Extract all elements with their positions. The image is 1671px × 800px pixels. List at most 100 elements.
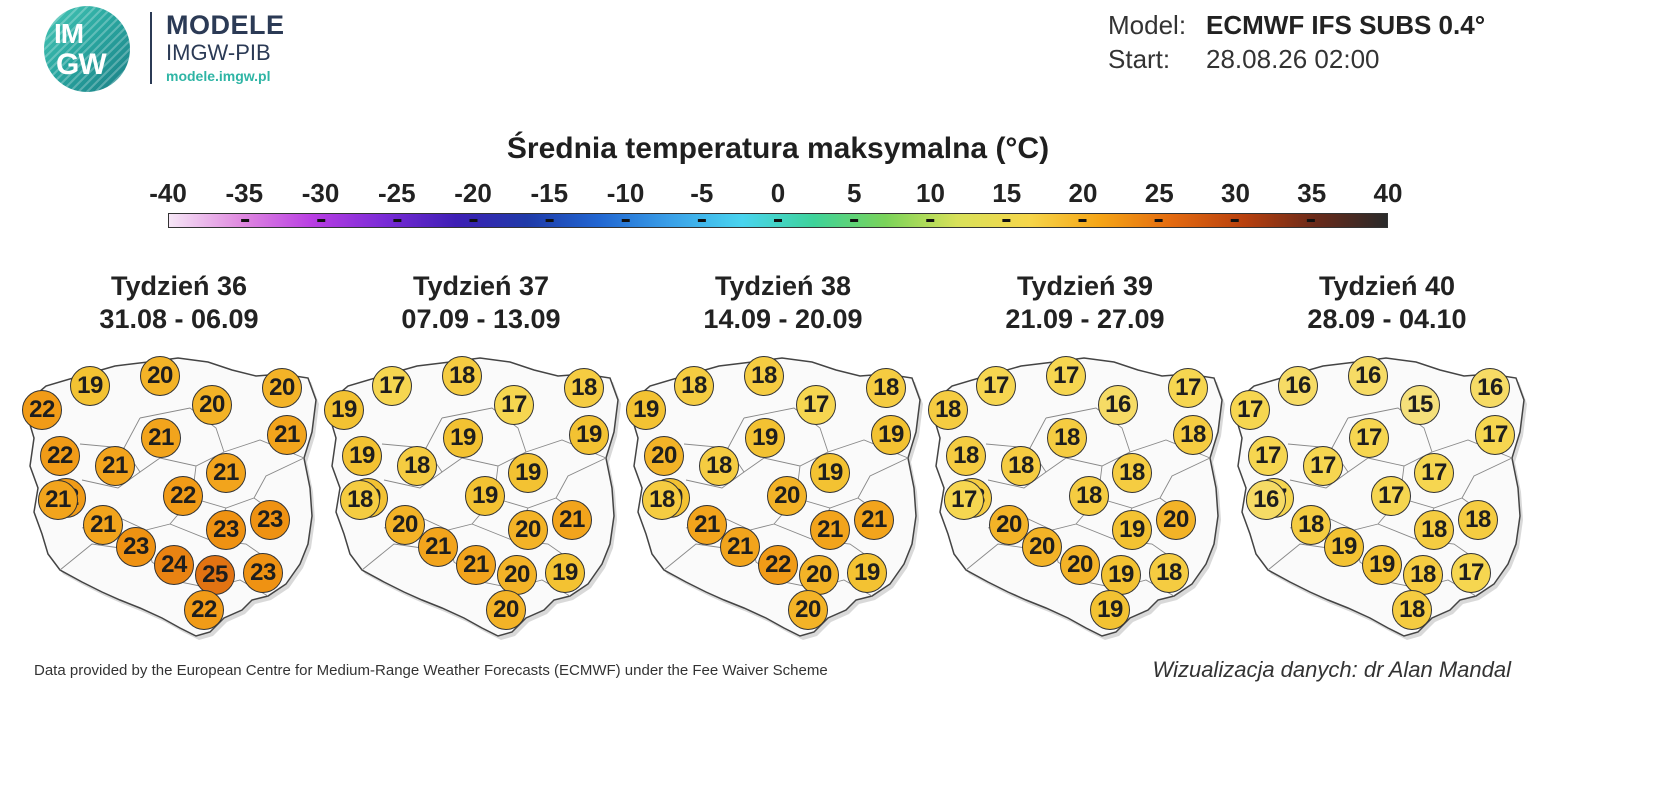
temperature-value: 21 bbox=[456, 545, 496, 585]
scale-tick-label: -40 bbox=[149, 178, 187, 208]
temperature-value: 24 bbox=[154, 545, 194, 585]
temperature-value: 18 bbox=[928, 390, 968, 430]
temperature-value: 23 bbox=[243, 553, 283, 593]
temperature-value: 19 bbox=[508, 453, 548, 493]
temperature-value: 20 bbox=[385, 505, 425, 545]
temperature-value: 18 bbox=[442, 356, 482, 396]
temperature-value: 18 bbox=[1291, 505, 1331, 545]
color-scale-labels: -40 -35 -30 -25 -20 -15 -10 -5 0 5 10 15 20 25 30 35 40 bbox=[149, 178, 1402, 208]
week-number: Tydzień 37 bbox=[412, 271, 550, 301]
map-title: Średnia temperatura maksymalna (°C) bbox=[506, 132, 1050, 165]
temperature-value: 19 bbox=[871, 415, 911, 455]
temperature-value: 18 bbox=[1403, 555, 1443, 595]
color-scale-bar bbox=[168, 213, 1388, 228]
poland-map: 1716161615171717171717171818181919181718… bbox=[1228, 348, 1538, 643]
temperature-value: 20 bbox=[508, 510, 548, 550]
scale-tick-label: -30 bbox=[301, 178, 340, 208]
scale-tick-mark bbox=[1078, 219, 1087, 222]
scale-tick-mark bbox=[774, 219, 782, 222]
scale-tick-label: 40 bbox=[1373, 178, 1403, 208]
scale-tick-mark bbox=[621, 219, 630, 222]
temperature-value: 17 bbox=[1475, 415, 1515, 455]
temperature-value: 19 bbox=[443, 418, 483, 458]
temperature-value: 17 bbox=[1248, 436, 1288, 476]
imgw-logo-emblem: IM GW bbox=[44, 6, 130, 92]
scale-tick-label: 10 bbox=[916, 178, 945, 208]
temperature-value: 21 bbox=[83, 505, 123, 545]
poland-map: 1817171716181818181818182020192020191819… bbox=[926, 348, 1236, 643]
week-header: Tydzień 40 28.09 - 04.10 bbox=[1232, 270, 1542, 336]
temperature-value: 19 bbox=[1090, 590, 1130, 630]
poland-map: 2219202020222121212122222123232324252322… bbox=[20, 348, 330, 643]
scale-tick-label: 5 bbox=[847, 178, 862, 208]
temperature-value: 20 bbox=[140, 356, 180, 396]
week-dates: 21.09 - 27.09 bbox=[1005, 304, 1165, 334]
poland-map: 1917181817191919181919192021202121201920… bbox=[322, 348, 632, 643]
temperature-value: 23 bbox=[250, 500, 290, 540]
scale-tick-mark bbox=[1230, 219, 1239, 222]
temperature-value: 19 bbox=[626, 390, 666, 430]
data-credit: Data provided by the European Centre for… bbox=[34, 662, 828, 679]
temperature-value: 19 bbox=[545, 553, 585, 593]
temperature-value: 21 bbox=[141, 418, 181, 458]
temperature-value: 21 bbox=[267, 415, 307, 455]
temperature-value: 21 bbox=[418, 527, 458, 567]
logo-divider bbox=[150, 12, 152, 84]
temperature-value: 19 bbox=[745, 418, 785, 458]
temperature-value: 18 bbox=[1069, 476, 1109, 516]
temperature-value: 19 bbox=[342, 436, 382, 476]
temperature-value: 18 bbox=[1047, 418, 1087, 458]
temperature-value: 19 bbox=[569, 415, 609, 455]
scale-tick-label: 30 bbox=[1221, 178, 1250, 208]
temperature-value: 17 bbox=[976, 366, 1016, 406]
temperature-value: 23 bbox=[206, 510, 246, 550]
scale-tick-label: -25 bbox=[377, 178, 416, 208]
week-number: Tydzień 39 bbox=[1016, 271, 1154, 301]
imgw-logo: IM GW MODELE IMGW-PIB modele.imgw.pl bbox=[44, 6, 294, 96]
temperature-value: 15 bbox=[1400, 385, 1440, 425]
scale-tick-label: 15 bbox=[992, 178, 1022, 208]
temperature-value: 21 bbox=[810, 510, 850, 550]
model-info: Model: ECMWF IFS SUBS 0.4° Start: 28.08.26… bbox=[1108, 8, 1485, 76]
visualization-credit: Wizualizacja danych: dr Alan Mandal bbox=[1152, 657, 1512, 682]
week-header: Tydzień 37 07.09 - 13.09 bbox=[326, 270, 636, 336]
week-number: Tydzień 40 bbox=[1318, 271, 1456, 301]
temperature-value: 21 bbox=[95, 446, 135, 486]
temperature-value: 21 bbox=[687, 505, 727, 545]
week-dates: 14.09 - 20.09 bbox=[703, 304, 863, 334]
temperature-value: 19 bbox=[70, 366, 110, 406]
scale-tick-label: -35 bbox=[225, 178, 264, 208]
temperature-value: 20 bbox=[192, 385, 232, 425]
logo-emblem-text-bottom: GW bbox=[56, 48, 107, 81]
temperature-value: 18 bbox=[866, 368, 906, 408]
week-dates: 07.09 - 13.09 bbox=[401, 304, 561, 334]
scale-tick-label: 35 bbox=[1297, 178, 1327, 208]
temperature-value: 19 bbox=[1101, 555, 1141, 595]
temperature-value: 17 bbox=[1230, 390, 1270, 430]
scale-tick-mark bbox=[469, 219, 478, 222]
temperature-value: 18 bbox=[397, 446, 437, 486]
temperature-value: 16 bbox=[1246, 480, 1286, 520]
week-dates: 31.08 - 06.09 bbox=[99, 304, 259, 334]
temperature-value: 22 bbox=[22, 390, 62, 430]
week-dates: 28.09 - 04.10 bbox=[1307, 304, 1467, 334]
temperature-value: 18 bbox=[674, 366, 714, 406]
temperature-value: 18 bbox=[1173, 415, 1213, 455]
scale-tick-label: -5 bbox=[690, 178, 714, 208]
scale-tick-label: -20 bbox=[454, 178, 492, 208]
scale-tick-mark bbox=[241, 219, 250, 222]
temperature-value: 18 bbox=[564, 368, 604, 408]
start-label: Start: bbox=[1108, 43, 1171, 74]
temperature-value: 25 bbox=[195, 555, 235, 595]
temperature-value: 17 bbox=[1414, 453, 1454, 493]
temperature-value: 16 bbox=[1348, 356, 1388, 396]
logo-org: IMGW-PIB bbox=[166, 40, 271, 65]
temperature-value: 17 bbox=[796, 385, 836, 425]
temperature-value: 18 bbox=[1414, 510, 1454, 550]
temperature-value: 20 bbox=[1156, 500, 1196, 540]
temperature-value: 21 bbox=[38, 480, 78, 520]
scale-tick-mark bbox=[850, 219, 859, 222]
poland-map: 1918181817201919181919202121212122201920… bbox=[624, 348, 934, 643]
scale-tick-mark bbox=[393, 219, 402, 222]
logo-emblem-text-top: IM bbox=[54, 18, 84, 49]
